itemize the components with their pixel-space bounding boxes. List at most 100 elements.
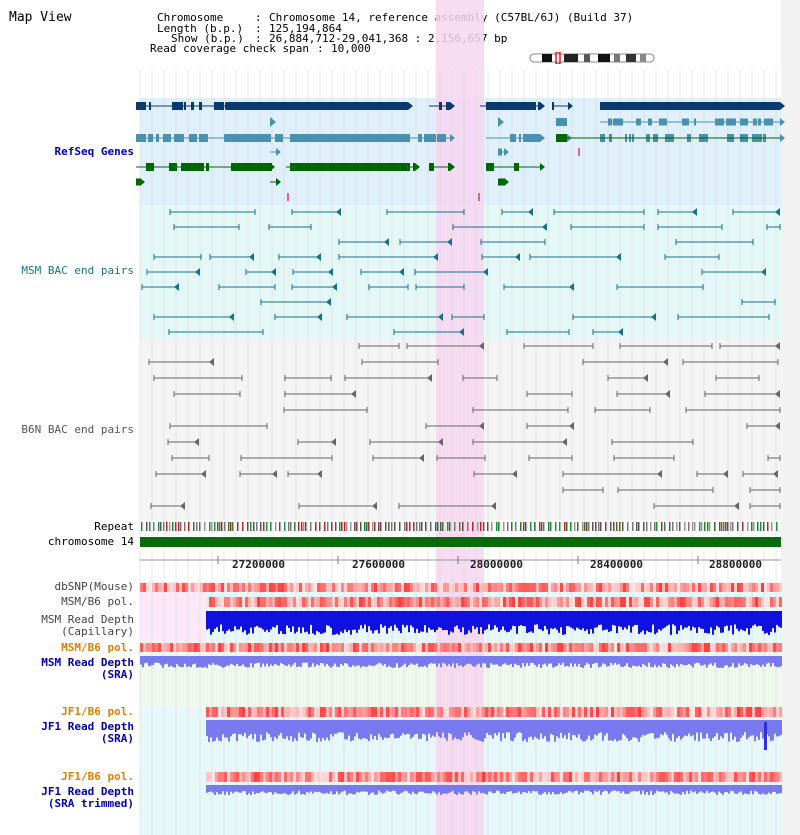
read-depth-bar <box>554 785 556 795</box>
read-depth-bar <box>374 656 376 666</box>
track-label-msm-depth-sra-1[interactable]: MSM Read Depth <box>41 656 134 669</box>
polymorphism-cell <box>290 583 293 592</box>
msm-bac-pair-arrow <box>438 313 443 321</box>
read-depth-bar <box>764 611 766 634</box>
read-depth-bar <box>314 720 316 734</box>
polymorphism-cell <box>299 643 302 652</box>
polymorphism-cell <box>500 772 503 782</box>
track-label-jf1-b6-pol-1[interactable]: JF1/B6 pol. <box>61 705 134 718</box>
read-depth-bar <box>288 785 290 795</box>
read-depth-bar <box>284 720 286 739</box>
polymorphism-cell <box>545 772 548 782</box>
gene-exon <box>181 134 184 142</box>
repeat-element <box>160 522 162 531</box>
repeat-element <box>221 522 223 531</box>
polymorphism-cell <box>335 597 338 607</box>
repeat-element <box>467 522 469 531</box>
polymorphism-cell <box>344 643 347 652</box>
chromosome-ideogram[interactable] <box>528 52 656 64</box>
read-depth-bar <box>744 656 746 663</box>
polymorphism-cell <box>626 583 629 592</box>
read-depth-bar <box>364 785 366 792</box>
polymorphism-cell <box>638 597 641 607</box>
read-depth-bar <box>410 720 412 739</box>
read-depth-bar <box>140 656 142 665</box>
polymorphism-cell <box>602 643 605 652</box>
track-label-jf1-depth-trim-1[interactable]: JF1 Read Depth <box>41 785 134 798</box>
read-depth-bar <box>304 611 306 633</box>
read-depth-bar <box>616 611 618 634</box>
read-depth-bar <box>618 720 620 741</box>
polymorphism-cell <box>290 772 293 782</box>
polymorphism-cell <box>659 772 662 782</box>
read-depth-bar <box>522 785 524 793</box>
read-depth-bar <box>356 656 358 666</box>
polymorphism-cell <box>650 772 653 782</box>
read-depth-bar <box>244 720 246 733</box>
track-label-repeat[interactable]: Repeat <box>94 520 134 533</box>
track-label-msm-b6-pol-1[interactable]: MSM/B6 pol. <box>61 595 134 608</box>
polymorphism-cell <box>668 707 671 717</box>
polymorphism-cell <box>755 597 758 607</box>
polymorphism-cell <box>722 583 725 592</box>
track-label-jf1-depth-sra-1[interactable]: JF1 Read Depth <box>41 720 134 733</box>
read-depth-bar <box>622 720 624 734</box>
read-depth-bar <box>436 720 438 733</box>
repeat-element <box>709 522 711 531</box>
read-depth-bar <box>346 611 348 633</box>
polymorphism-cell <box>212 583 215 592</box>
polymorphism-cell <box>566 643 569 652</box>
polymorphism-cell <box>218 772 221 782</box>
read-depth-bar <box>732 611 734 635</box>
track-label-refseq-genes[interactable]: RefSeq Genes <box>54 145 134 158</box>
polymorphism-cell <box>566 772 569 782</box>
read-depth-bar <box>218 656 220 666</box>
b6n-bac-pair-arrow <box>773 470 778 478</box>
track-label-chromosome[interactable]: chromosome 14 <box>47 535 134 548</box>
track-label-msm-depth-capillary-1[interactable]: MSM Read Depth <box>41 613 134 626</box>
read-depth-bar <box>452 785 454 791</box>
repeat-element <box>421 522 423 531</box>
polymorphism-cell <box>587 643 590 652</box>
read-depth-bar <box>590 720 592 741</box>
track-label-dbsnp[interactable]: dbSNP(Mouse) <box>54 580 134 593</box>
msm-bac-pair-arrow <box>174 283 179 291</box>
read-depth-bar <box>540 785 542 795</box>
polymorphism-cell <box>731 597 734 607</box>
polymorphism-cell <box>461 583 464 592</box>
read-depth-bar <box>728 720 730 742</box>
polymorphism-cell <box>284 597 287 607</box>
polymorphism-cell <box>260 597 263 607</box>
read-depth-bar <box>146 656 148 663</box>
read-depth-bar <box>446 785 448 794</box>
repeat-element <box>242 522 244 531</box>
polymorphism-cell <box>467 707 470 717</box>
polymorphism-cell <box>353 597 356 607</box>
gene-exon <box>648 118 652 126</box>
polymorphism-cell <box>449 597 452 607</box>
polymorphism-cell <box>572 583 575 592</box>
polymorphism-cell <box>527 643 530 652</box>
polymorphism-cell <box>470 707 473 717</box>
polymorphism-cell <box>758 643 761 652</box>
polymorphism-cell <box>608 583 611 592</box>
track-label-b6n-bac[interactable]: B6N BAC end pairs <box>21 423 134 436</box>
polymorphism-cell <box>578 707 581 717</box>
repeat-element <box>356 522 358 531</box>
track-label-msm-b6-pol-2[interactable]: MSM/B6 pol. <box>61 641 134 654</box>
read-depth-bar <box>476 785 478 795</box>
polymorphism-cell <box>371 643 374 652</box>
polymorphism-cell <box>455 772 458 782</box>
read-depth-bar <box>660 611 662 631</box>
polymorphism-cell <box>221 643 224 652</box>
polymorphism-cell <box>293 643 296 652</box>
read-depth-bar <box>764 656 766 667</box>
track-label-msm-bac[interactable]: MSM BAC end pairs <box>21 264 134 277</box>
polymorphism-cell <box>239 597 242 607</box>
read-depth-bar <box>630 611 632 633</box>
repeat-element <box>266 522 268 531</box>
polymorphism-cell <box>302 707 305 717</box>
read-depth-bar <box>426 785 428 794</box>
track-label-jf1-b6-pol-2[interactable]: JF1/B6 pol. <box>61 770 134 783</box>
